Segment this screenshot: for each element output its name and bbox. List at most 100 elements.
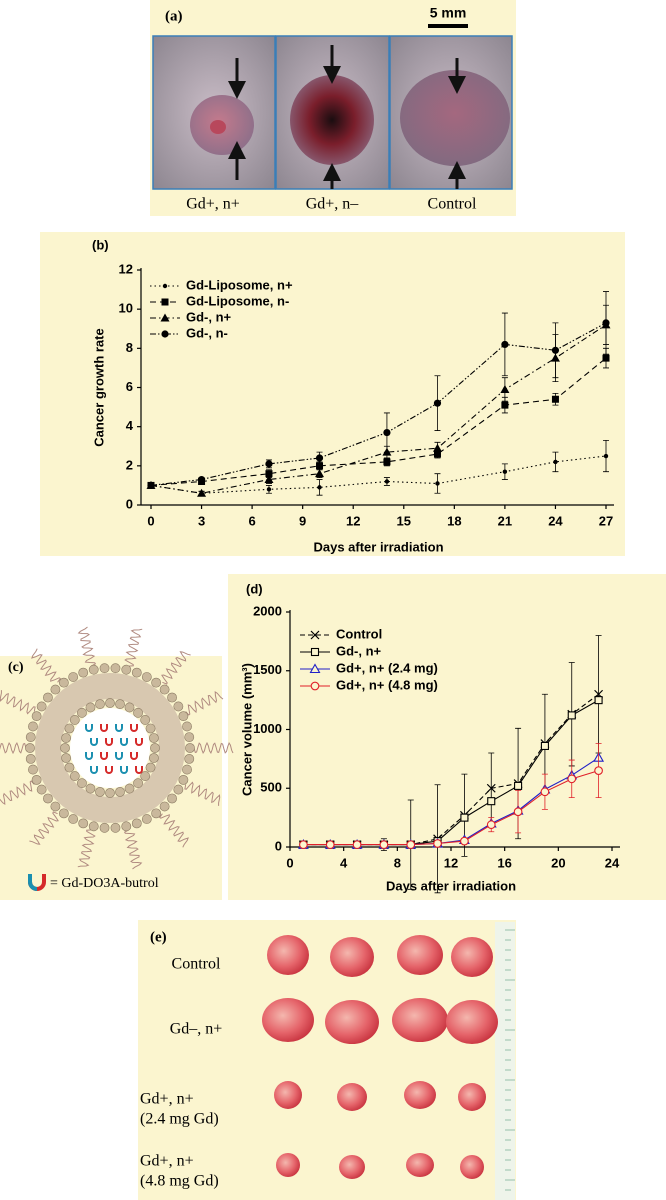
marker xyxy=(299,840,308,850)
row-label: Control xyxy=(172,956,221,973)
lipid-head xyxy=(173,784,184,795)
x-tick-label: 12 xyxy=(346,513,360,528)
lipid-head xyxy=(184,732,195,743)
lipid-head xyxy=(140,715,151,725)
row-label: Gd+, n+ xyxy=(140,1091,194,1108)
peg-chain xyxy=(77,829,96,868)
lipid-head xyxy=(145,723,156,734)
marker xyxy=(486,783,496,793)
panel-label: (e) xyxy=(150,929,167,945)
lipid-head xyxy=(121,821,132,832)
x-axis-title: Days after irradiation xyxy=(386,878,516,893)
lipid-head xyxy=(141,672,152,682)
peg-chain xyxy=(0,742,27,755)
marker xyxy=(197,475,206,484)
tumor xyxy=(406,1153,434,1177)
x-tick-label: 3 xyxy=(198,513,205,528)
y-axis-title: Cancer growth rate xyxy=(91,328,106,446)
tumor xyxy=(330,937,374,977)
marker xyxy=(501,401,509,409)
photo-caption: Control xyxy=(428,196,477,213)
lipid-head xyxy=(36,701,47,712)
lipid-head xyxy=(95,699,105,710)
tumor xyxy=(267,935,309,975)
marker xyxy=(433,399,442,407)
legend-label: Gd-Liposome, n- xyxy=(186,293,289,308)
lipid-head xyxy=(36,784,47,795)
peg-chain xyxy=(0,780,35,806)
marker xyxy=(147,481,155,490)
lipid-head xyxy=(184,753,195,764)
panel-c: (c) = Gd-DO3A-butrol xyxy=(0,626,234,900)
magnet xyxy=(85,752,93,760)
series-line xyxy=(150,324,607,494)
magnet xyxy=(115,752,123,760)
lipid-head xyxy=(121,664,132,675)
lipid-head xyxy=(148,733,159,743)
lipid-head xyxy=(25,732,36,743)
marker xyxy=(460,813,469,822)
lipid-head xyxy=(140,771,151,781)
marker xyxy=(567,774,577,784)
legend-label: Gd-, n- xyxy=(186,325,228,340)
legend-label: Gd-, n+ xyxy=(336,643,382,658)
lipid-head xyxy=(88,664,99,675)
photo xyxy=(275,35,390,190)
tumor xyxy=(458,1083,486,1111)
magnet xyxy=(130,752,138,760)
magnet xyxy=(120,738,128,746)
row-label: Gd+, n+ xyxy=(140,1153,194,1170)
magnet xyxy=(130,724,138,732)
lipid-head xyxy=(31,711,42,722)
legend-text: = Gd-DO3A-butrol xyxy=(50,876,159,891)
lipid-head xyxy=(115,786,125,797)
lipid-head xyxy=(124,702,135,713)
lipid-head xyxy=(131,667,142,678)
lipid-head xyxy=(151,808,162,819)
marker xyxy=(460,836,469,846)
panel-label: (b) xyxy=(92,237,109,252)
marker xyxy=(594,766,603,775)
marker xyxy=(160,313,170,322)
marker xyxy=(487,797,496,806)
marker xyxy=(315,454,324,462)
marker xyxy=(384,479,390,484)
magnet xyxy=(115,724,123,732)
marker xyxy=(197,488,207,497)
tumor xyxy=(339,1155,365,1179)
lipid-head xyxy=(50,684,61,695)
x-tick-label: 12 xyxy=(444,855,458,870)
peg-chain xyxy=(158,813,189,848)
photo-caption: Gd+, n+ xyxy=(186,196,240,213)
x-tick-label: 0 xyxy=(286,855,293,870)
panel-background xyxy=(138,920,516,1200)
lipid-head xyxy=(43,793,53,804)
tumor xyxy=(397,935,443,975)
lipid-head xyxy=(145,762,156,773)
magnet xyxy=(105,738,113,746)
lipid-head xyxy=(78,667,89,678)
lipid-head xyxy=(182,764,192,775)
lipid-head xyxy=(150,743,160,753)
row-label: Gd–, n+ xyxy=(170,1021,223,1038)
tumor xyxy=(460,1155,484,1179)
lipid-head xyxy=(25,753,36,764)
lipid-head xyxy=(68,814,79,824)
scale-bar-label: 5 mm xyxy=(430,5,467,21)
lipid-head xyxy=(182,721,192,732)
legend-label: Gd-, n+ xyxy=(186,309,232,324)
photo xyxy=(152,35,276,190)
x-tick-label: 27 xyxy=(599,513,613,528)
lipid-head xyxy=(178,774,189,785)
lipid-head xyxy=(50,801,61,812)
legend-label: Gd-Liposome, n+ xyxy=(186,277,293,292)
tumor xyxy=(451,937,493,977)
marker xyxy=(540,787,550,797)
marker xyxy=(500,384,510,393)
lipid-head xyxy=(28,764,38,775)
marker xyxy=(265,460,273,468)
ruler xyxy=(495,922,515,1200)
photo xyxy=(389,35,513,190)
lipid-head xyxy=(167,692,177,703)
